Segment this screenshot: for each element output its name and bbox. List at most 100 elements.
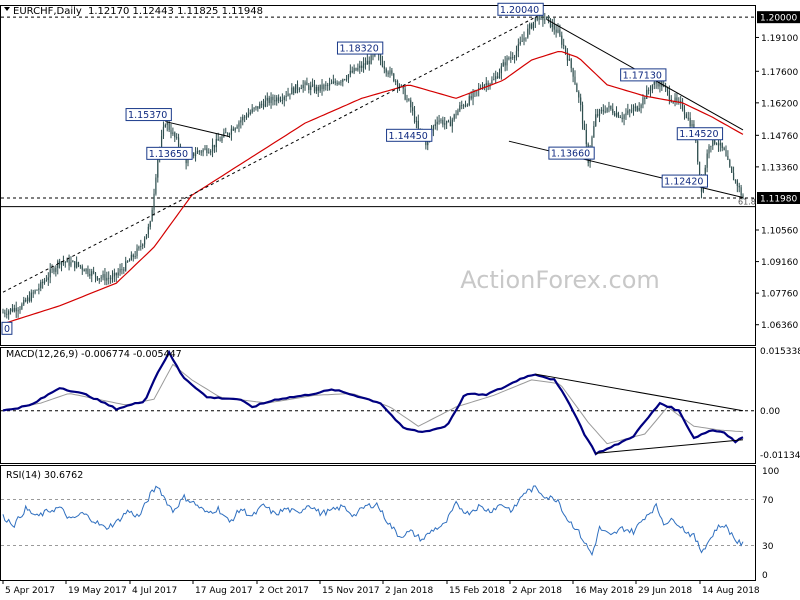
rsi-tick-label: 100 bbox=[762, 467, 779, 477]
candle-body bbox=[9, 308, 12, 312]
candle-body bbox=[572, 68, 574, 77]
candle-body bbox=[487, 83, 489, 87]
candle-body bbox=[198, 150, 200, 152]
y-tick-label: 1.07760 bbox=[761, 290, 798, 300]
panel-frame bbox=[0, 5, 756, 346]
candle-body bbox=[408, 99, 410, 101]
candle-body bbox=[612, 108, 614, 114]
candle-body bbox=[285, 95, 287, 97]
candle-body bbox=[126, 261, 129, 263]
candle-body bbox=[683, 109, 686, 115]
candle-body bbox=[425, 138, 427, 146]
candle-body bbox=[466, 104, 468, 106]
candle-body bbox=[342, 79, 344, 82]
candle-body bbox=[210, 151, 212, 153]
price-annotation: 0 bbox=[1, 321, 13, 335]
candle-body bbox=[563, 44, 565, 47]
candle-body bbox=[568, 59, 570, 61]
candle-body bbox=[232, 128, 234, 131]
panel-frame bbox=[0, 465, 756, 581]
candle-body bbox=[117, 272, 119, 276]
candle-body bbox=[68, 259, 70, 266]
candle-body bbox=[483, 85, 485, 88]
x-tick-label: 19 May 2017 bbox=[68, 586, 127, 596]
candle-body bbox=[625, 113, 627, 116]
candle-body bbox=[644, 97, 646, 99]
ohlc-values: 1.12170 1.12443 1.11825 1.11948 bbox=[88, 6, 263, 17]
moving-average-line bbox=[2, 50, 744, 325]
candle-body bbox=[391, 70, 393, 74]
candle-body bbox=[211, 144, 214, 152]
candle-body bbox=[542, 14, 544, 21]
annotation-box bbox=[497, 2, 544, 16]
candle-body bbox=[532, 21, 535, 29]
candle-body bbox=[725, 149, 727, 156]
candle-body bbox=[28, 297, 31, 301]
macd-title: MACD(12,26,9) -0.006774 -0.005447 bbox=[6, 349, 182, 360]
candle-body bbox=[200, 151, 202, 153]
candle-body bbox=[370, 55, 372, 65]
candle-body bbox=[328, 83, 331, 86]
annotation-label: 1.18320 bbox=[339, 44, 378, 55]
candle-body bbox=[242, 116, 244, 121]
candle-body bbox=[104, 274, 106, 281]
candle-body bbox=[147, 226, 149, 235]
candle-body bbox=[49, 269, 51, 278]
candle-body bbox=[62, 261, 65, 263]
candle-body bbox=[719, 142, 721, 146]
rsi-panel bbox=[1, 485, 755, 557]
annotation-box bbox=[661, 174, 708, 188]
candle-body bbox=[400, 85, 402, 87]
annotation-label: 1.14520 bbox=[679, 129, 718, 140]
candle-body bbox=[245, 116, 248, 118]
candle-body bbox=[196, 150, 199, 154]
candle-body bbox=[98, 278, 100, 280]
candle-body bbox=[570, 59, 572, 69]
candle-body bbox=[315, 86, 317, 92]
candle-body bbox=[253, 107, 255, 109]
candle-body bbox=[649, 90, 652, 91]
candle-body bbox=[125, 261, 127, 271]
candle-body bbox=[291, 87, 293, 95]
x-tick-label: 15 Feb 2018 bbox=[449, 586, 505, 596]
dropdown-arrow-icon[interactable] bbox=[4, 7, 10, 11]
candle-body bbox=[410, 100, 412, 108]
candle-body bbox=[249, 112, 251, 114]
candle-body bbox=[247, 113, 250, 117]
candle-body bbox=[449, 121, 451, 127]
candle-body bbox=[96, 276, 98, 280]
candle-body bbox=[549, 18, 552, 28]
price-annotation: 1.14520 bbox=[676, 127, 724, 141]
candle-body bbox=[402, 85, 404, 89]
x-tick-label: 17 Aug 2017 bbox=[195, 586, 253, 596]
candle-body bbox=[631, 110, 633, 112]
candle-body bbox=[581, 104, 584, 124]
candle-body bbox=[313, 84, 316, 92]
candle-body bbox=[389, 70, 391, 75]
trendline bbox=[165, 121, 230, 138]
macd-tick-label: 0.015338 bbox=[760, 347, 800, 357]
candle-body bbox=[140, 245, 142, 247]
candle-body bbox=[153, 193, 155, 210]
annotation-box bbox=[1, 321, 13, 335]
candle-body bbox=[655, 81, 657, 84]
candle-body bbox=[138, 246, 140, 249]
candle-body bbox=[302, 84, 304, 89]
candle-body bbox=[279, 99, 282, 101]
candle-body bbox=[166, 123, 168, 125]
candle-body bbox=[25, 299, 27, 302]
price-annotation: 1.13660 bbox=[548, 146, 595, 160]
annotation-box bbox=[620, 68, 667, 82]
candle-body bbox=[640, 104, 642, 109]
candle-body bbox=[278, 97, 280, 101]
candle-body bbox=[523, 37, 525, 41]
y-tick-label: 1.10560 bbox=[761, 227, 798, 237]
candle-body bbox=[415, 120, 418, 122]
candle-body bbox=[463, 105, 465, 107]
x-tick-label: 5 Apr 2017 bbox=[5, 586, 55, 596]
candle-body bbox=[317, 86, 319, 91]
candle-body bbox=[434, 124, 436, 127]
candle-body bbox=[72, 261, 74, 263]
candle-body bbox=[145, 234, 148, 239]
